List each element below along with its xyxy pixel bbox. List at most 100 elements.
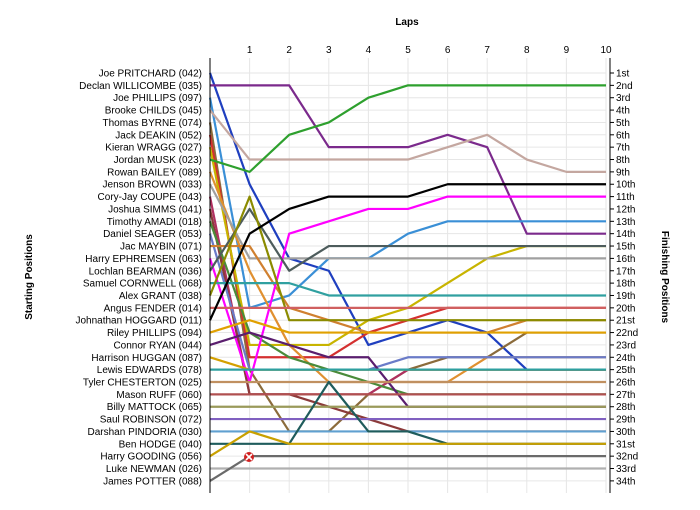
starting-position-label: Thomas BYRNE (074) [103, 118, 202, 129]
retired-marker-icon [244, 452, 254, 462]
starting-position-label: Brooke CHILDS (045) [105, 106, 202, 117]
starting-position-label: Jordan MUSK (023) [114, 155, 202, 166]
markers [244, 452, 254, 462]
finishing-position-label: 16th [616, 254, 635, 265]
starting-position-label: Johnathan HOGGARD (011) [75, 316, 202, 327]
finishing-position-label: 7th [616, 143, 630, 154]
lap-tick-label: 5 [405, 45, 411, 56]
rider-line [208, 97, 606, 309]
labels: Laps Starting Positions Finishing Positi… [24, 17, 670, 324]
starting-position-label: Joe PRITCHARD (042) [99, 69, 202, 80]
starting-position-label: Rowan BAILEY (089) [107, 167, 202, 178]
finishing-position-label: 9th [616, 167, 630, 178]
finishing-position-label: 11th [616, 192, 635, 203]
lap-tick-label: 10 [600, 45, 612, 56]
lap-tick-label: 8 [524, 45, 530, 56]
starting-position-label: Alex GRANT (038) [119, 291, 202, 302]
x-axis-title: Laps [395, 17, 419, 28]
starting-position-label: Joshua SIMMS (041) [108, 204, 202, 215]
finishing-position-label: 20th [616, 303, 635, 314]
finishing-position-label: 4th [616, 106, 630, 117]
lap-tick-label: 6 [445, 45, 451, 56]
starting-position-label: Tyler CHESTERTON (025) [83, 378, 202, 389]
finishing-position-label: 2nd [616, 81, 633, 92]
starting-position-label: Connor RYAN (044) [113, 340, 202, 351]
finishing-position-label: 33rd [616, 464, 636, 475]
rider-line [209, 183, 606, 260]
starting-position-label: Jac MAYBIN (071) [120, 242, 202, 253]
finishing-position-label: 6th [616, 130, 630, 141]
finishing-position-label: 14th [616, 229, 635, 240]
lap-tick-label: 9 [564, 45, 570, 56]
starting-position-label: Samuel CORNWELL (068) [83, 279, 202, 290]
starting-position-label: Riley PHILLIPS (094) [107, 328, 202, 339]
starting-position-label: Declan WILLICOMBE (035) [79, 81, 202, 92]
rider-line [209, 109, 606, 173]
starting-position-label: Angus FENDER (014) [104, 303, 202, 314]
finishing-position-label: 29th [616, 415, 635, 426]
series-lines [208, 72, 606, 482]
starting-position-label: Luke NEWMAN (026) [106, 464, 202, 475]
starting-position-label: Ben HODGE (040) [119, 439, 202, 450]
finishing-position-label: 28th [616, 402, 635, 413]
rider-line [208, 183, 606, 321]
starting-position-label: Lochlan BEARMAN (036) [89, 266, 202, 277]
finishing-position-label: 5th [616, 118, 630, 129]
starting-position-label: Joe PHILLIPS (097) [113, 93, 202, 104]
starting-position-label: Saul ROBINSON (072) [100, 415, 202, 426]
finishing-position-label: 27th [616, 390, 635, 401]
lap-tick-label: 3 [326, 45, 332, 56]
starting-position-label: Harrison HUGGAN (087) [91, 353, 202, 364]
left-axis-title: Starting Positions [24, 234, 35, 320]
starting-position-label: Daniel SEAGER (053) [103, 229, 202, 240]
starting-position-label: Kieran WRAGG (027) [105, 143, 202, 154]
lap-tick-label: 2 [286, 45, 292, 56]
finishing-position-label: 10th [616, 180, 635, 191]
rider-line [208, 195, 606, 322]
finishing-position-label: 8th [616, 155, 630, 166]
finishing-position-label: 34th [616, 476, 635, 487]
starting-position-label: Harry EPHREMSEN (063) [85, 254, 202, 265]
finishing-position-label: 15th [616, 242, 635, 253]
finishing-position-label: 22nd [616, 328, 638, 339]
finishing-position-label: 24th [616, 353, 635, 364]
finishing-position-label: 3rd [616, 93, 630, 104]
finishing-position-label: 12th [616, 204, 635, 215]
lap-ticks: 1 2 3 4 5 6 7 8 9 10 [247, 45, 612, 56]
starting-position-label: Billy MATTOCK (065) [107, 402, 202, 413]
axes [209, 58, 611, 493]
rider-line [209, 455, 606, 482]
finishing-position-label: 25th [616, 365, 635, 376]
rider-line [209, 430, 606, 458]
finishing-position-label: 31st [616, 439, 635, 450]
finishing-position-label: 32nd [616, 452, 638, 463]
finishing-position-label: 19th [616, 291, 635, 302]
rider-line [210, 84, 606, 235]
finishing-position-label: 23rd [616, 340, 636, 351]
starting-position-label: Jack DEAKIN (052) [115, 130, 202, 141]
starting-position-label: Lewis EDWARDS (078) [97, 365, 202, 376]
lap-tick-label: 4 [366, 45, 372, 56]
right-axis-title: Finishing Positions [659, 231, 670, 324]
rider-line [210, 282, 606, 297]
starting-position-label: Jenson BROWN (033) [103, 180, 202, 191]
finishing-position-label: 18th [616, 279, 635, 290]
starting-position-label: Cory-Jay COUPE (043) [98, 192, 202, 203]
lap-tick-label: 1 [247, 45, 253, 56]
starting-position-label: Darshan PINDORIA (030) [88, 427, 203, 438]
finishing-position-label: 1st [616, 69, 630, 80]
finishing-position-label: 13th [616, 217, 635, 228]
finishing-position-label: 21st [616, 316, 635, 327]
starting-position-label: Timothy AMADI (018) [107, 217, 202, 228]
starting-position-label: James POTTER (088) [103, 476, 202, 487]
finishing-position-label: 30th [616, 427, 635, 438]
rider-line [209, 207, 606, 272]
finishing-position-label: 26th [616, 378, 635, 389]
rider-line [209, 84, 606, 173]
rider-line [209, 319, 606, 334]
lap-tick-label: 7 [484, 45, 490, 56]
starting-position-label: Harry GOODING (056) [100, 452, 202, 463]
starting-position-label: Mason RUFF (060) [116, 390, 202, 401]
